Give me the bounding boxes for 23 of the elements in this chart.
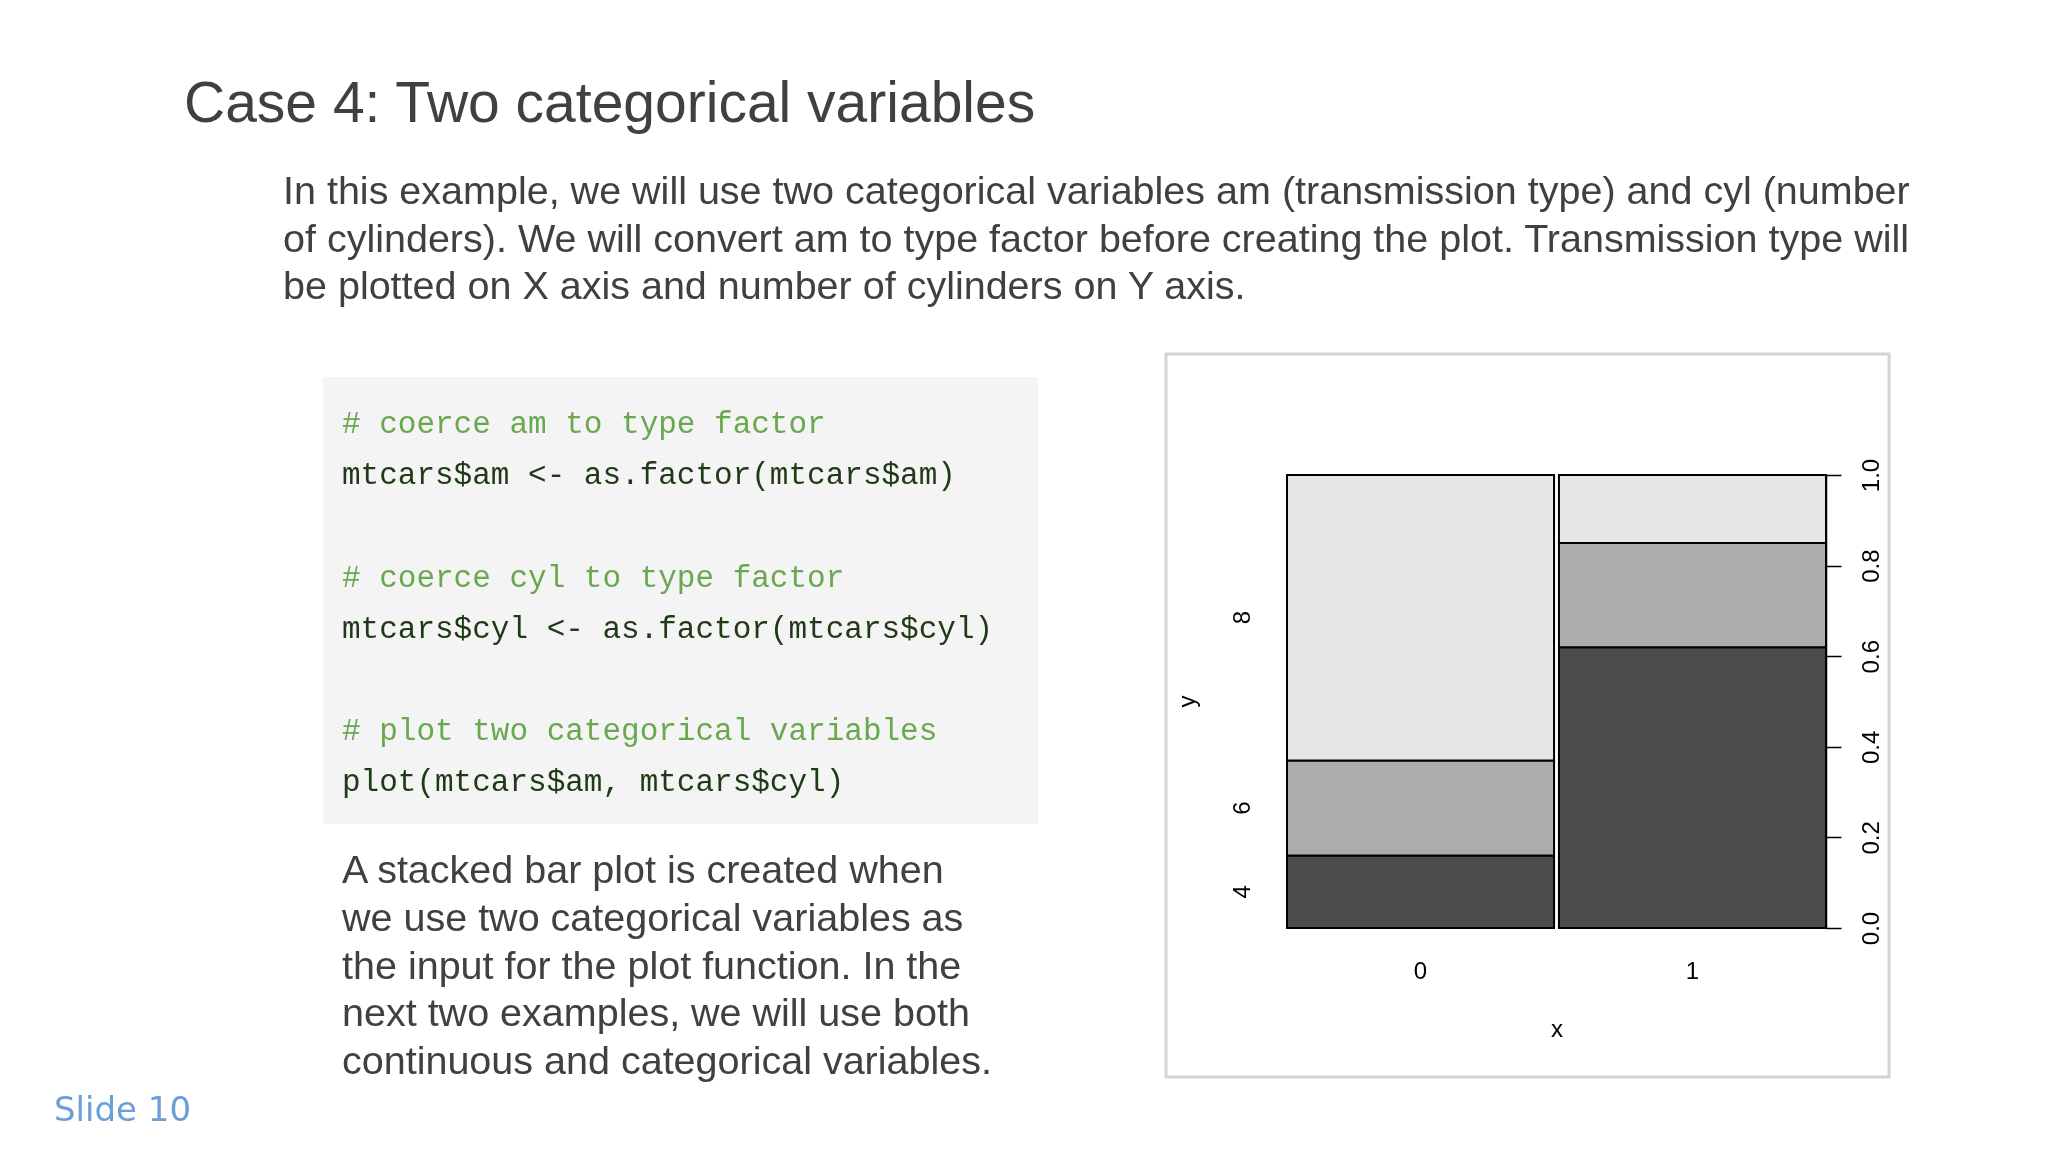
- text: # coerce cyl to type factor: [342, 560, 845, 596]
- y-axis-title: y: [1173, 695, 1200, 708]
- text: 8: [1228, 611, 1255, 625]
- y-tick-label: 0.6: [1856, 640, 1884, 674]
- text: 4: [1228, 885, 1255, 899]
- chart-subtitle: In this example, we will use two categorical variables am (transmission type) and cyl (number of cylinders). We will convert am to type factor before creating the plot. Transmission type will be plotted on X axis and number of cylinders on Y axis.: [283, 168, 1910, 308]
- text: mtcars$cyl <- as.factor(mtcars$cyl): [342, 611, 994, 647]
- x-axis-title: x: [1551, 1014, 1563, 1042]
- text: A stacked bar plot is created when we use two categorical variables as the input for the plot function. In the next two examples, we will use both continuous and categorical variables.: [341, 847, 992, 1083]
- text: mtcars$am <- as.factor(mtcars$am): [342, 458, 956, 494]
- text: # coerce am to type factor: [342, 407, 826, 442]
- text: # plot two categorical variables: [342, 714, 938, 750]
- text: 6: [1228, 801, 1255, 815]
- text: plot(mtcars$am, mtcars$cyl): [342, 765, 845, 801]
- y-tick-label: 1.0: [1856, 458, 1884, 493]
- text: Case 4: Two categorical variables: [184, 70, 1036, 134]
- y-tick-label: 0.0: [1856, 911, 1884, 946]
- y-tick-label: 0.4: [1856, 730, 1884, 764]
- x-tick-label: 1: [1685, 956, 1700, 984]
- y-tick-label: 0.8: [1856, 549, 1884, 583]
- text: Slide 10: [54, 1089, 192, 1129]
- x-tick-label: 0: [1413, 956, 1428, 984]
- y-tick-label: 0.2: [1856, 821, 1884, 855]
